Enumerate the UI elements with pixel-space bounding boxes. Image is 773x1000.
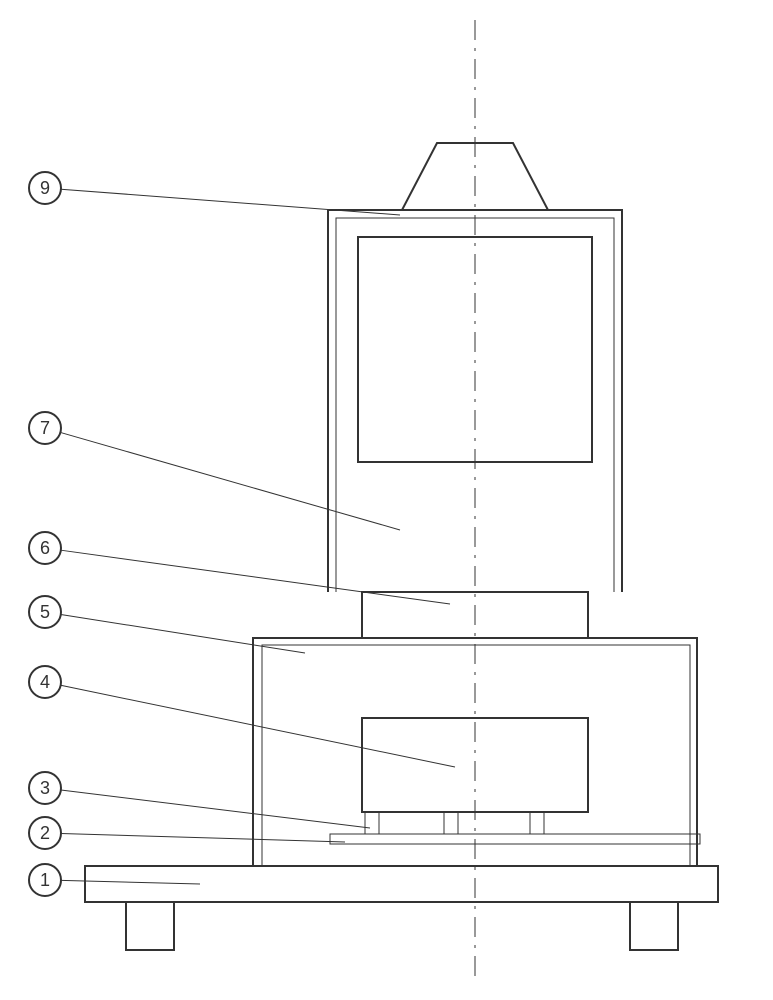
foot-0	[126, 902, 174, 950]
base-plate	[85, 866, 718, 902]
leader-line-5	[61, 614, 305, 653]
label-text-9: 9	[40, 178, 50, 198]
support-leg-1	[444, 812, 458, 834]
label-text-1: 1	[40, 870, 50, 890]
support-leg-2	[530, 812, 544, 834]
leader-line-4	[61, 685, 455, 767]
leader-line-1	[61, 880, 200, 884]
leader-line-3	[61, 790, 370, 828]
support-leg-0	[365, 812, 379, 834]
label-text-5: 5	[40, 602, 50, 622]
label-text-6: 6	[40, 538, 50, 558]
leader-line-9	[61, 189, 400, 215]
thin-plate	[330, 834, 700, 844]
leader-line-7	[60, 432, 400, 530]
label-text-3: 3	[40, 778, 50, 798]
engineering-diagram: 1 2 3 4 5 6 7 9	[0, 0, 773, 1000]
leader-line-2	[61, 833, 345, 842]
leader-line-6	[61, 550, 450, 604]
label-text-2: 2	[40, 823, 50, 843]
label-text-7: 7	[40, 418, 50, 438]
label-text-4: 4	[40, 672, 50, 692]
lower-housing-inner	[262, 645, 690, 866]
foot-1	[630, 902, 678, 950]
